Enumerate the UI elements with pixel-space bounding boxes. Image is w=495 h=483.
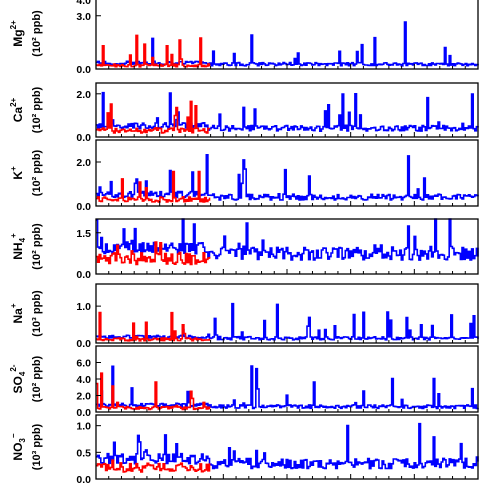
y-axis-units-label: (10² ppb) [31, 86, 43, 133]
red-series-line [96, 170, 211, 203]
blue-series-line [96, 218, 479, 261]
y-tick-label: 0.0 [76, 132, 91, 144]
y-tick-label: 0.5 [76, 447, 91, 459]
y-axis-species-label: Na+ [9, 303, 25, 323]
panel-6: 1.0 0.5 0.0 NO3− (10³ ppb) [9, 414, 479, 483]
blue-series-line [96, 91, 479, 132]
y-axis-species-label: Ca2+ [9, 97, 25, 122]
y-tick-label: 0.0 [76, 64, 91, 76]
red-series-line [96, 100, 211, 134]
y-axis-species-label: NH4+ [9, 233, 27, 260]
blue-series-line [96, 154, 479, 201]
y-tick-label: 2.0 [76, 89, 91, 101]
y-tick-label: 1.0 [76, 421, 91, 433]
panel-5: 6.0 4.0 2.0 0.0 SO42- (10² ppb) [9, 345, 479, 419]
panel-3: 1.5 0.0 NH4+ (10² ppb) [9, 218, 479, 281]
y-axis-species-label: K+ [9, 166, 25, 180]
red-series-line [96, 241, 211, 266]
blue-series-line [96, 365, 479, 410]
y-axis-species-label: SO42- [9, 364, 27, 393]
panel-4: 1.0 0.0 Na+ (10³ ppb) [9, 283, 479, 350]
red-series-line [96, 34, 211, 68]
y-tick-label: 2.0 [76, 157, 91, 169]
panel-1: 2.0 0.0 Ca2+ (10² ppb) [9, 82, 479, 144]
y-axis-units-label: (10² ppb) [31, 355, 43, 402]
y-tick-label: 0.0 [76, 474, 91, 483]
red-series-line [96, 459, 211, 473]
panel-0: 3.0 0.0 4.0 Mg2+ (10² ppb) [9, 0, 479, 76]
y-tick-label: 1.0 [76, 301, 91, 313]
y-tick-label: 4.0 [76, 374, 91, 386]
y-axis-units-label: (10² ppb) [31, 223, 43, 270]
y-axis-units-label: (10² ppb) [31, 149, 43, 196]
y-axis-units-label: (10² ppb) [31, 10, 43, 57]
red-series-line [96, 311, 211, 342]
blue-series-line [96, 302, 479, 341]
y-tick-label: 0.0 [76, 338, 91, 350]
y-tick-label: 0.0 [76, 269, 91, 281]
y-axis-species-label: Mg2+ [9, 20, 25, 47]
y-tick-label: 6.0 [76, 358, 91, 370]
blue-series-line [96, 422, 479, 470]
y-tick-label: 0.0 [76, 407, 91, 419]
y-tick-label-top: 4.0 [76, 0, 91, 7]
red-series-line [96, 372, 211, 411]
y-axis-units-label: (10³ ppb) [31, 290, 43, 337]
y-axis-species-label: NO3− [9, 433, 27, 460]
y-tick-label: 3.0 [76, 11, 91, 23]
y-tick-label: 2.0 [76, 391, 91, 403]
panel-2: 2.0 0.0 K+ (10² ppb) [9, 139, 479, 213]
y-axis-units-label: (10³ ppb) [31, 423, 43, 470]
y-tick-label: 1.5 [76, 228, 91, 240]
y-tick-label: 0.0 [76, 201, 91, 213]
